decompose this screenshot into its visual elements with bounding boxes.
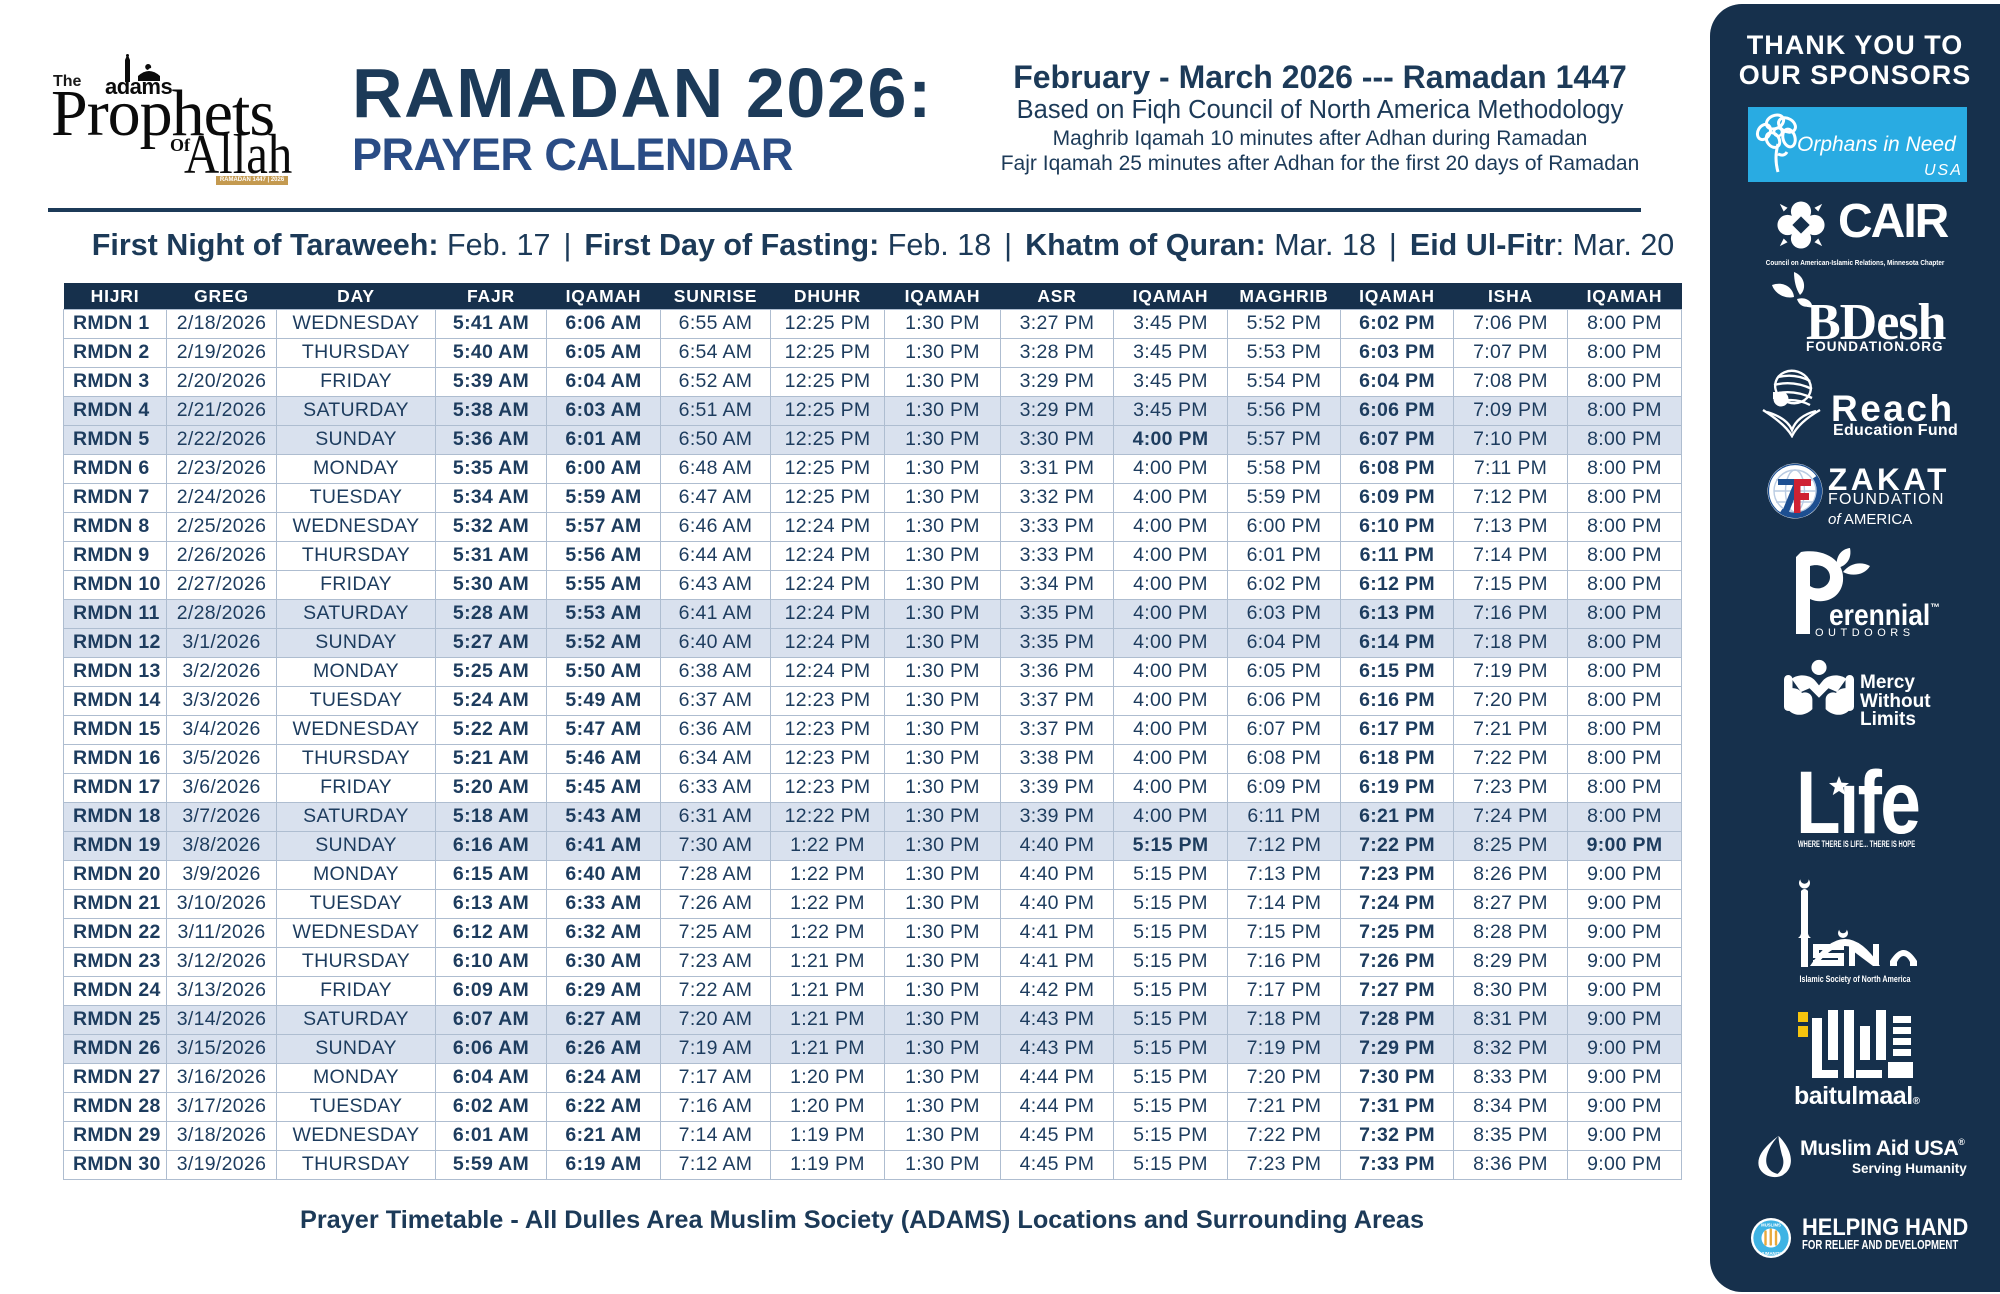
svg-text:adams: adams — [105, 74, 172, 96]
svg-text:HUMANITY: HUMANITY — [1760, 1251, 1783, 1256]
svg-text:MUSLIMS: MUSLIMS — [1761, 1223, 1781, 1228]
